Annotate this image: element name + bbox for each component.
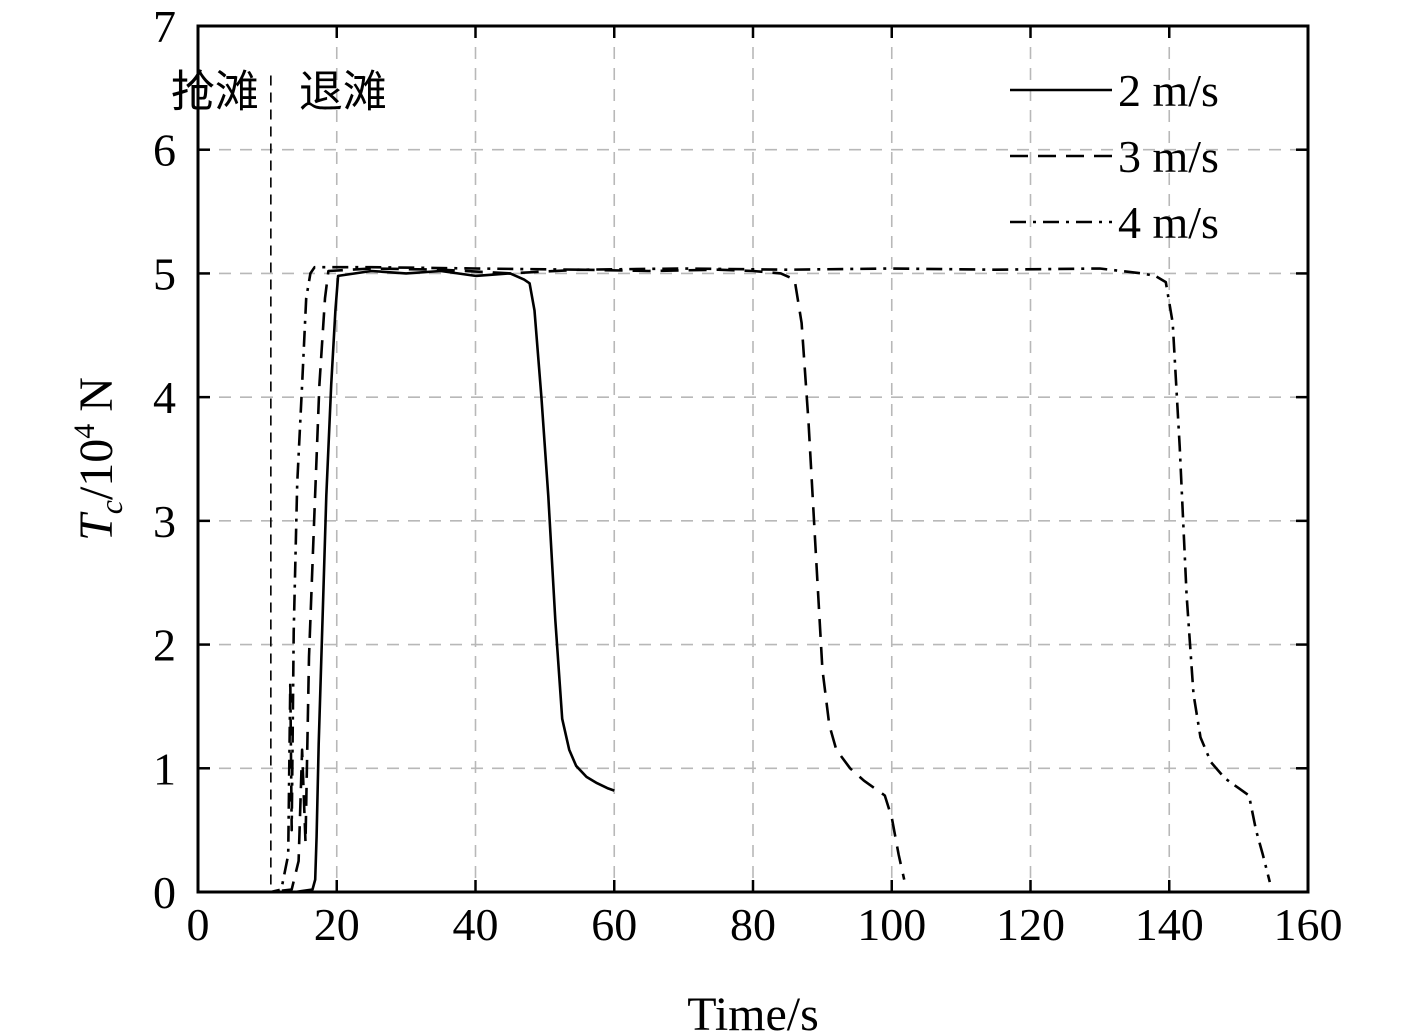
x-tick-label: 20 <box>314 899 360 950</box>
x-tick-label: 120 <box>996 899 1065 950</box>
y-title-unit: N <box>70 377 123 424</box>
grid-lines <box>198 26 1308 892</box>
x-tick-label: 40 <box>453 899 499 950</box>
y-tick-label: 0 <box>153 867 176 918</box>
series-group <box>198 265 1272 894</box>
y-title-sup: 4 <box>68 424 101 439</box>
x-tick-label: 0 <box>187 899 210 950</box>
series-line-2 <box>198 267 906 894</box>
y-title-rest: /10 <box>70 439 123 500</box>
x-tick-label: 80 <box>730 899 776 950</box>
y-tick-label: 7 <box>153 1 176 52</box>
y-tick-label: 3 <box>153 496 176 547</box>
y-title-sub: c <box>93 500 129 514</box>
y-tick-label: 6 <box>153 125 176 176</box>
legend-label-3: 4 m/s <box>1118 197 1219 248</box>
legend: 2 m/s 3 m/s 4 m/s <box>1010 65 1219 248</box>
legend-label-1: 2 m/s <box>1118 65 1219 116</box>
x-tick-label: 60 <box>591 899 637 950</box>
series-line-1 <box>198 269 615 894</box>
x-tick-label: 160 <box>1274 899 1343 950</box>
y-axis-title: Tc/104 N <box>68 377 129 541</box>
ticks: 0 20 40 60 80 100 120 140 160 0 1 2 3 4 5 6 7 <box>153 1 1343 950</box>
phase-label-beaching: 抢滩 <box>171 66 259 117</box>
legend-label-2: 3 m/s <box>1118 131 1219 182</box>
x-tick-label: 140 <box>1135 899 1204 950</box>
y-tick-label: 1 <box>153 743 176 794</box>
series-line-3 <box>198 265 1272 894</box>
x-axis-title: Time/s <box>687 988 819 1035</box>
y-tick-label: 5 <box>153 248 176 299</box>
x-tick-label: 100 <box>857 899 926 950</box>
y-tick-label: 4 <box>153 372 176 423</box>
y-tick-label: 2 <box>153 620 176 671</box>
y-title-main: T <box>70 511 123 541</box>
phase-label-retreat: 退滩 <box>299 66 387 117</box>
